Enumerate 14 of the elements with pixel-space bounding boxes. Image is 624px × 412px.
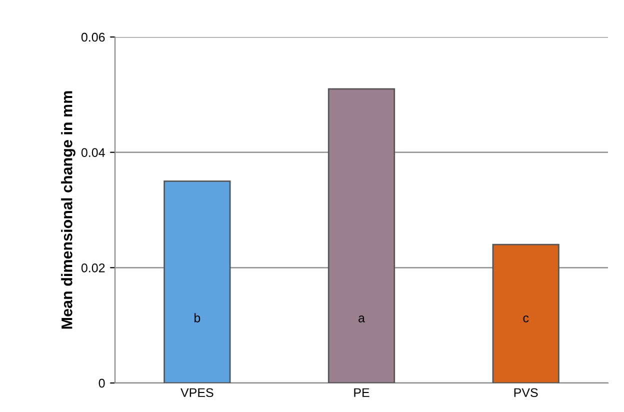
- bar: [164, 180, 231, 383]
- y-tick-label: 0.06: [81, 32, 105, 42]
- annotation: c: [523, 315, 529, 322]
- bar: [492, 244, 560, 383]
- x-tick-label: PE: [354, 388, 370, 397]
- annotation: b: [194, 313, 200, 322]
- y-axis-title: Mean dimensional change in mm: [61, 91, 76, 329]
- x-tick-label: VPES: [180, 388, 214, 398]
- y-tick-label: 0.02: [81, 263, 105, 272]
- annotation: a: [358, 315, 365, 322]
- y-tick-label: 0: [98, 378, 105, 388]
- x-tick-label: PVS: [514, 388, 538, 398]
- bar: [328, 88, 396, 383]
- y-tick-label: 0.04: [81, 148, 105, 157]
